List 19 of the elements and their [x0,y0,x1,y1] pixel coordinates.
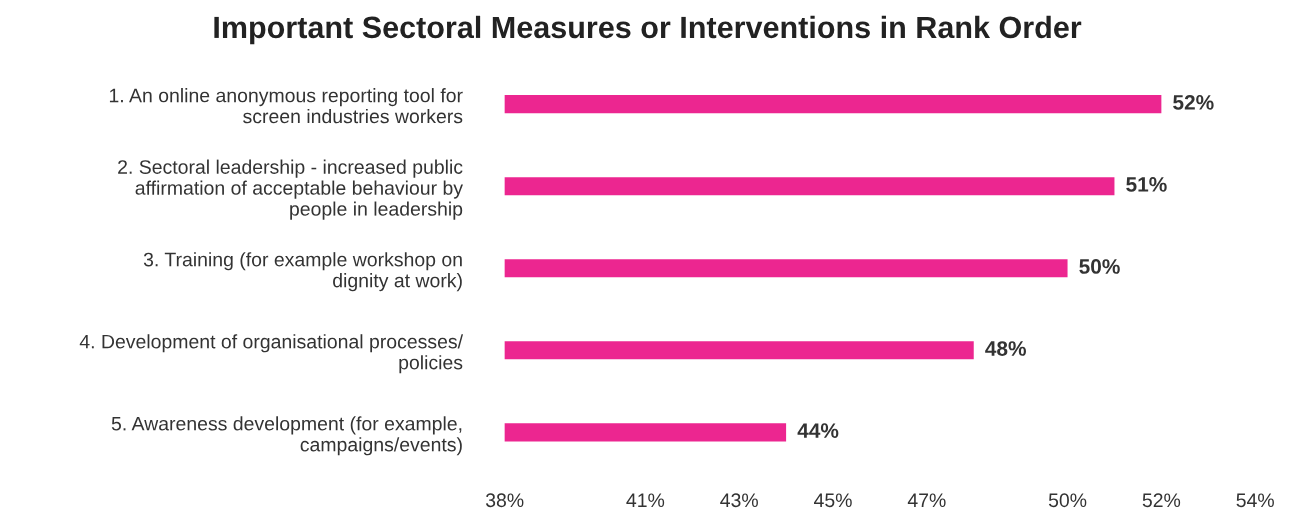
chart-title: Important Sectoral Measures or Interventions in Rank Order [214,15,1082,45]
x-tick-label: 43% [720,493,758,508]
x-tick-label: 54% [1236,493,1274,508]
x-tick-label: 50% [1048,493,1087,508]
y-tick-label: 1. An online anonymous reporting tool for screen industries workers [109,88,463,124]
y-tick-label: 2. Sectoral leadership - increased public affirmation of acceptable behaviour by people in leadership [118,159,463,220]
data-label: 52% [1173,94,1214,110]
data-label: 50% [1079,259,1120,274]
x-tick-label: 52% [1142,493,1181,508]
x-tick-label: 45% [814,493,852,508]
y-tick-label: 3. Training (for example workshop on dignity at work) [143,252,462,292]
y-tick-label: 5. Awareness development (for example, campaigns/events) [111,416,462,456]
x-tick-label: 38% [485,493,524,508]
data-label: 51% [1126,177,1167,192]
x-tick-label: 47% [907,493,946,508]
data-label: 48% [985,341,1026,356]
y-tick-label: 4. Development of organisational processes/ policies [79,334,464,374]
data-label: 44% [797,423,839,438]
x-tick-label: 41% [626,493,665,508]
